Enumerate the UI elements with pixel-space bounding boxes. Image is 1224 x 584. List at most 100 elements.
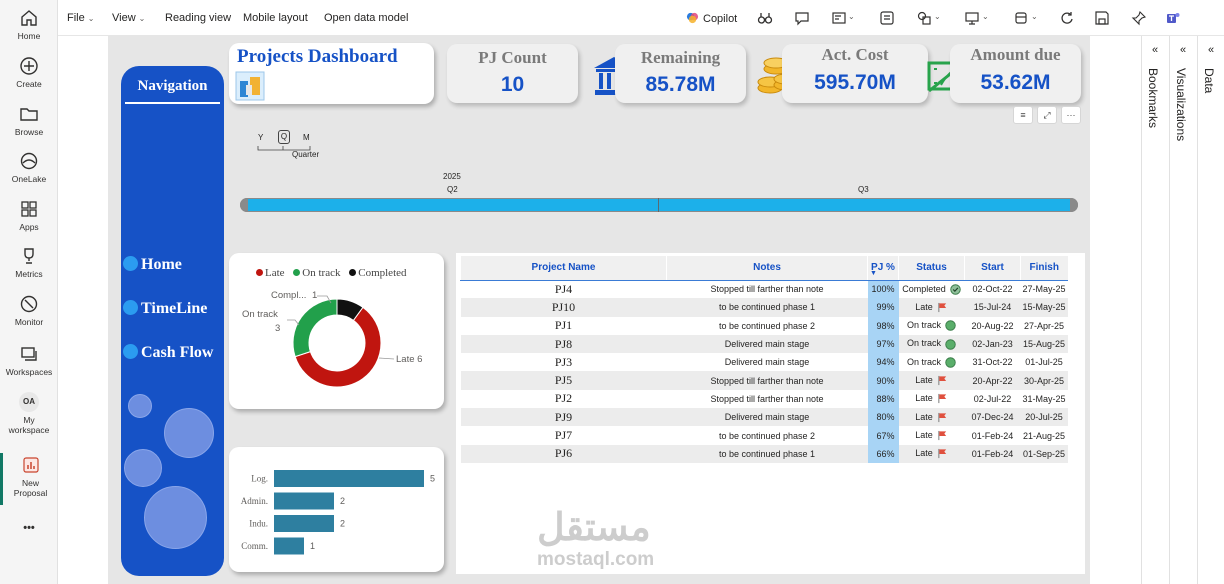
data-pane[interactable]: « Data [1197, 36, 1224, 584]
refresh-icon[interactable] [1059, 10, 1075, 26]
teams-icon[interactable] [1165, 10, 1181, 26]
column-header-notes[interactable]: Notes [666, 256, 868, 281]
nav-link-cash-flow[interactable]: Cash Flow [123, 344, 213, 362]
collapse-icon[interactable]: « [1208, 44, 1215, 56]
share-icon[interactable] [916, 10, 932, 26]
menu-reading-view[interactable]: Reading view [165, 12, 232, 24]
bar-admin[interactable] [274, 492, 334, 510]
collapse-icon[interactable]: « [1180, 44, 1187, 56]
notes-icon[interactable] [879, 10, 895, 26]
donut-chart[interactable] [229, 253, 444, 409]
rail-item-my-workspace[interactable]: OA My workspace [0, 392, 58, 435]
chevron-down-icon[interactable]: ⌄ [982, 12, 989, 21]
chevron-down-icon[interactable]: ⌄ [1031, 12, 1038, 21]
save-icon[interactable] [1094, 10, 1110, 26]
category-bar-chart[interactable]: Log. 5 Admin. 2 Indu. 2 Comm. 1 [229, 447, 444, 572]
more-options-button[interactable]: ••• [23, 522, 35, 534]
rail-item-metrics[interactable]: Metrics [0, 246, 58, 279]
binoculars-icon[interactable] [757, 10, 773, 26]
projects-table: Project Name Notes PJ % ▼ Status Start Fi… [460, 256, 1068, 463]
nav-link-label: Home [141, 256, 182, 273]
granularity-year[interactable]: Y [258, 133, 264, 142]
focus-mode-icon[interactable]: ⤢ [1037, 106, 1057, 124]
collapse-icon[interactable]: « [1152, 44, 1159, 56]
menu-mobile-layout[interactable]: Mobile layout [243, 12, 308, 24]
donut-slice-on-track[interactable] [292, 298, 338, 358]
pin-icon[interactable] [1131, 10, 1147, 26]
subscribe-icon[interactable] [831, 10, 847, 26]
chevron-down-icon[interactable]: ⌄ [934, 12, 941, 21]
bar-category-label: Comm. [241, 541, 268, 551]
cell-status: On track [898, 316, 965, 335]
cell-pj-pct: 80% [867, 408, 899, 427]
column-header-status[interactable]: Status [898, 256, 965, 281]
timeline-range-bar[interactable] [240, 198, 1078, 212]
rail-item-apps[interactable]: Apps [0, 199, 58, 232]
more-options-icon[interactable]: ··· [1061, 106, 1081, 124]
bookmarks-pane[interactable]: « Bookmarks [1141, 36, 1169, 584]
timeline-slicer[interactable]: Y Q M Quarter 2025 Q2 Q3 [240, 128, 1080, 228]
status-label: Late [915, 393, 933, 404]
kpi-label: PJ Count [478, 48, 547, 67]
table-row[interactable]: PJ5 Stopped till farther than note 90% Late… [460, 371, 1068, 390]
cell-start: 02-Jul-22 [964, 389, 1021, 409]
visualizations-pane[interactable]: « Visualizations [1169, 36, 1197, 584]
rail-item-home[interactable]: Home [0, 8, 58, 41]
column-header-finish[interactable]: Finish [1020, 256, 1068, 281]
bar-comm[interactable] [274, 537, 304, 555]
cell-project-name: PJ10 [460, 298, 667, 317]
table-row[interactable]: PJ7 to be continued phase 2 67% Late 01-Feb-… [460, 426, 1068, 445]
bar-value-label: 5 [430, 474, 435, 484]
decorative-bubble [164, 408, 214, 458]
rail-item-workspaces[interactable]: Workspaces [0, 344, 58, 377]
column-header-pj-pct[interactable]: PJ % ▼ [867, 256, 899, 281]
column-header-project-name[interactable]: Project Name [460, 256, 667, 281]
menu-open-data-model[interactable]: Open data model [324, 12, 409, 24]
copilot-button[interactable]: Copilot [686, 11, 737, 25]
cell-finish: 20-Jul-25 [1020, 408, 1068, 427]
granularity-quarter[interactable]: Q [278, 130, 290, 144]
rail-label: OneLake [11, 174, 47, 184]
green-circle-icon [945, 357, 956, 368]
timeline-start-handle[interactable] [240, 198, 248, 212]
table-row[interactable]: PJ8 Delivered main stage 97% On track 02-Jan… [460, 334, 1068, 354]
chevron-down-icon[interactable]: ⌄ [848, 12, 855, 21]
menu-file[interactable]: File ⌄ [67, 12, 94, 24]
rail-label: Metrics [15, 269, 43, 279]
bar-log[interactable] [274, 470, 424, 487]
table-row[interactable]: PJ2 Stopped till farther than note 88% Late… [460, 389, 1068, 409]
donut-slice-late[interactable] [294, 306, 382, 388]
nav-link-home[interactable]: Home [123, 256, 182, 274]
menu-view[interactable]: View ⌄ [112, 12, 145, 24]
comment-icon[interactable] [794, 10, 810, 26]
timeline-end-handle[interactable] [1070, 198, 1078, 212]
cell-notes: to be continued phase 1 [666, 444, 868, 463]
cell-status: Late [898, 408, 965, 427]
rail-label: Create [16, 79, 42, 89]
rail-item-onelake[interactable]: OneLake [0, 151, 58, 184]
granularity-month[interactable]: M [303, 133, 310, 142]
donut-slice-completed[interactable] [336, 298, 364, 322]
rail-item-new-proposal[interactable]: New Proposal [0, 453, 58, 505]
present-icon[interactable] [964, 10, 980, 26]
table-row[interactable]: PJ1 to be continued phase 2 98% On track 20-… [460, 316, 1068, 335]
table-row[interactable]: PJ6 to be continued phase 1 66% Late 01-Feb-… [460, 444, 1068, 463]
table-row[interactable]: PJ10 to be continued phase 1 99% Late 15-Jul… [460, 298, 1068, 317]
rail-item-browse[interactable]: Browse [0, 104, 58, 137]
status-donut-card: Late On track Completed Compl... 1 On tr… [229, 253, 444, 409]
bar-indu[interactable] [274, 515, 334, 532]
cell-finish: 01-Jul-25 [1020, 353, 1068, 372]
cell-pj-pct: 99% [867, 298, 899, 317]
donut-label-late: Late 6 [396, 354, 423, 365]
table-row[interactable]: PJ9 Delivered main stage 80% Late 07-Dec-24 2… [460, 408, 1068, 427]
column-header-start[interactable]: Start [964, 256, 1021, 281]
layout-icon[interactable] [1013, 10, 1029, 26]
table-row[interactable]: PJ3 Delivered main stage 94% On track 31-Oct… [460, 353, 1068, 372]
table-row[interactable]: PJ4 Stopped till farther than note 100% Com… [460, 280, 1068, 299]
rail-item-monitor[interactable]: Monitor [0, 294, 58, 327]
nav-link-label: TimeLine [141, 300, 208, 317]
rail-item-create[interactable]: Create [0, 56, 58, 89]
filter-icon[interactable]: ≡ [1013, 106, 1033, 124]
nav-link-timeline[interactable]: TimeLine [123, 300, 207, 318]
bullet-icon [123, 300, 138, 315]
